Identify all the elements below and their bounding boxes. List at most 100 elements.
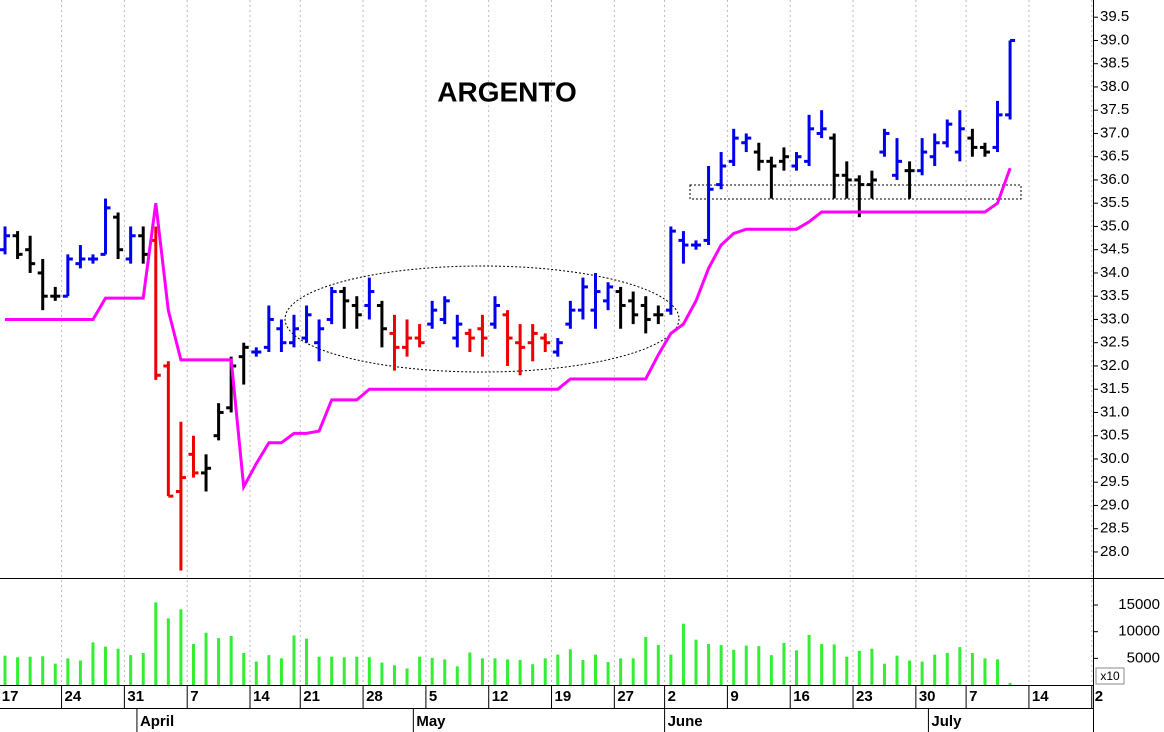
month-label: July (931, 713, 962, 730)
volume-bar (581, 659, 585, 685)
y-tick-label: 35.5 (1100, 194, 1129, 211)
volume-bar (895, 655, 899, 685)
volume-bar (857, 650, 861, 685)
x-tick-label: 14 (253, 688, 270, 705)
volume-bar (870, 648, 874, 685)
volume-bar (242, 653, 246, 685)
grid (61, 0, 1093, 685)
volume-bar (468, 652, 472, 685)
volume-bar (267, 655, 271, 685)
y-tick-label: 36.5 (1100, 148, 1129, 165)
volume-bar (970, 653, 974, 685)
y-tick-label: 34.0 (1100, 264, 1129, 281)
volume-bar (908, 660, 912, 685)
volume-bar (455, 666, 459, 685)
volume-bar (154, 602, 158, 685)
volume-bar (656, 645, 660, 685)
y-tick-label: 31.0 (1100, 403, 1129, 420)
volume-bar (3, 655, 7, 685)
volume-bar (606, 662, 610, 685)
x-tick-label: 19 (555, 688, 572, 705)
volume-bar (506, 659, 510, 685)
volume-bar (644, 637, 648, 685)
volume-bar (443, 659, 447, 685)
y-tick-label: 31.5 (1100, 380, 1129, 397)
volume-bar (342, 657, 346, 685)
volume-bar (91, 642, 95, 685)
x-tick-label: 12 (492, 688, 509, 705)
x-tick-label: 28 (366, 688, 383, 705)
volume-bar (104, 646, 108, 685)
volume-bar (430, 657, 434, 685)
volume-bar (78, 660, 82, 685)
volume-bar (845, 656, 849, 685)
y-tick-label: 33.0 (1100, 310, 1129, 327)
volume-bar (380, 662, 384, 685)
x-tick-label: 9 (730, 688, 738, 705)
y-tick-label: 34.5 (1100, 241, 1129, 258)
y-tick-label: 32.5 (1100, 334, 1129, 351)
y-tick-label: 39.5 (1100, 8, 1129, 25)
volume-bar (1008, 682, 1012, 685)
volume-bar (669, 654, 673, 685)
volume-bar (832, 644, 836, 685)
volume-bar (933, 654, 937, 685)
y-tick-label: 30.5 (1100, 427, 1129, 444)
multiplier-box (1095, 667, 1125, 685)
annotation-box (689, 184, 1022, 200)
y-tick-label: 36.0 (1100, 171, 1129, 188)
volume-bar (330, 656, 334, 685)
x-tick-label: 5 (429, 688, 437, 705)
volume-tick-label: 10000 (1118, 623, 1160, 640)
volume-bar (694, 639, 698, 685)
volume-bar (129, 655, 133, 685)
volume-bar (166, 618, 170, 685)
month-label: May (416, 713, 446, 730)
y-tick-label: 37.0 (1100, 124, 1129, 141)
volume-bar (707, 643, 711, 685)
volume-bar (191, 643, 195, 685)
y-tick-label: 28.0 (1100, 543, 1129, 560)
x-tick-label: 14 (1032, 688, 1049, 705)
y-tick-label: 30.0 (1100, 450, 1129, 467)
volume-bar (568, 649, 572, 685)
volume-bar (958, 647, 962, 685)
volume-tick-label: 15000 (1118, 596, 1160, 613)
month-label: April (140, 713, 174, 730)
volume-bar (681, 623, 685, 685)
volume-bar (292, 635, 296, 685)
volume-bar (179, 609, 183, 685)
volume-bar (807, 634, 811, 685)
volume-bar (480, 658, 484, 685)
volume-bar (782, 642, 786, 685)
volume-bar (317, 656, 321, 685)
volume-bar (279, 658, 283, 685)
y-tick-label: 32.0 (1100, 357, 1129, 374)
volume-bar (795, 650, 799, 685)
y-tick-label: 33.5 (1100, 287, 1129, 304)
volume-tick-label: 5000 (1127, 649, 1160, 666)
y-tick-label: 38.0 (1100, 78, 1129, 95)
volume-bar (41, 656, 45, 685)
volume-bar (757, 646, 761, 685)
volume-bar (204, 632, 208, 685)
volume-bar (619, 658, 623, 685)
volume-bar (392, 665, 396, 685)
volume-bar (116, 648, 120, 685)
volume-bar (732, 649, 736, 685)
y-tick-label: 29.5 (1100, 473, 1129, 490)
volume-bar (719, 645, 723, 685)
volume-bar (493, 658, 497, 685)
volume-bar (254, 661, 258, 685)
volume-bar (305, 638, 309, 685)
x-tick-label: 31 (127, 688, 144, 705)
x-tick-label: 7 (969, 688, 977, 705)
volume-bar (418, 656, 422, 685)
x-tick-label: 17 (2, 688, 19, 705)
x-tick-label: 16 (793, 688, 810, 705)
volume-bar (66, 658, 70, 685)
volume-bar (405, 668, 409, 685)
volume-bar (556, 654, 560, 685)
